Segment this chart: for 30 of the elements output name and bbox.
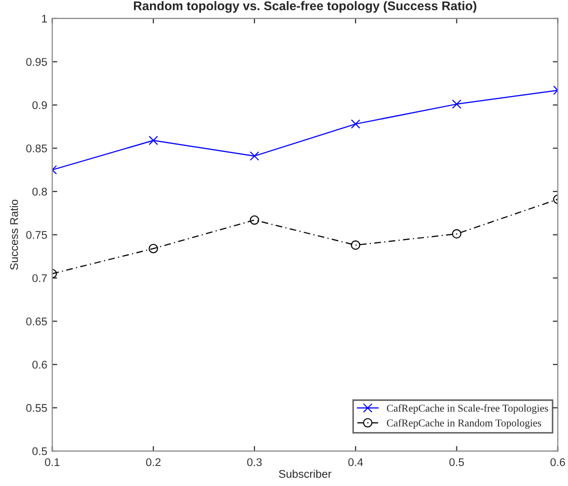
point xyxy=(148,136,158,146)
x-tick-label: 0.6 xyxy=(550,458,566,466)
x-tick-label: 0.5 xyxy=(449,458,464,466)
point xyxy=(350,119,360,129)
y-tick-label: 0.55 xyxy=(26,404,47,412)
y-tick-label: 0.75 xyxy=(26,231,47,239)
point xyxy=(148,244,158,254)
y-tick-label: 1 xyxy=(42,14,47,22)
legend-label: CafRepCache in Random Topologies xyxy=(386,419,542,429)
y-tick-label: 0.5 xyxy=(32,447,47,456)
y-tick-label: 0.6 xyxy=(32,360,47,369)
y-tick-label: 0.85 xyxy=(26,144,47,152)
x-axis-title: Subscriber xyxy=(278,470,332,478)
point xyxy=(452,229,462,239)
point xyxy=(250,215,260,225)
y-tick-label: 0.7 xyxy=(32,274,47,282)
point xyxy=(250,151,260,161)
y-tick-label: 0.95 xyxy=(26,58,47,66)
x-tick-label: 0.2 xyxy=(146,458,161,466)
x-tick-label: 0.4 xyxy=(348,458,363,466)
y-tick-label: 0.8 xyxy=(32,188,47,196)
x-tick-label: 0.1 xyxy=(44,458,60,466)
y-tick-label: 0.9 xyxy=(32,101,47,110)
legend-label: CafRepCache in Scale-free Topologies xyxy=(386,404,548,414)
chart-title: Random topology vs. Scale-free topology (Success Ratio) xyxy=(134,1,476,13)
point xyxy=(350,240,360,250)
y-axis-title: Success Ratio xyxy=(10,200,18,270)
point xyxy=(452,99,462,109)
y-tick-label: 0.65 xyxy=(26,318,47,326)
x-tick-label: 0.3 xyxy=(247,458,262,466)
